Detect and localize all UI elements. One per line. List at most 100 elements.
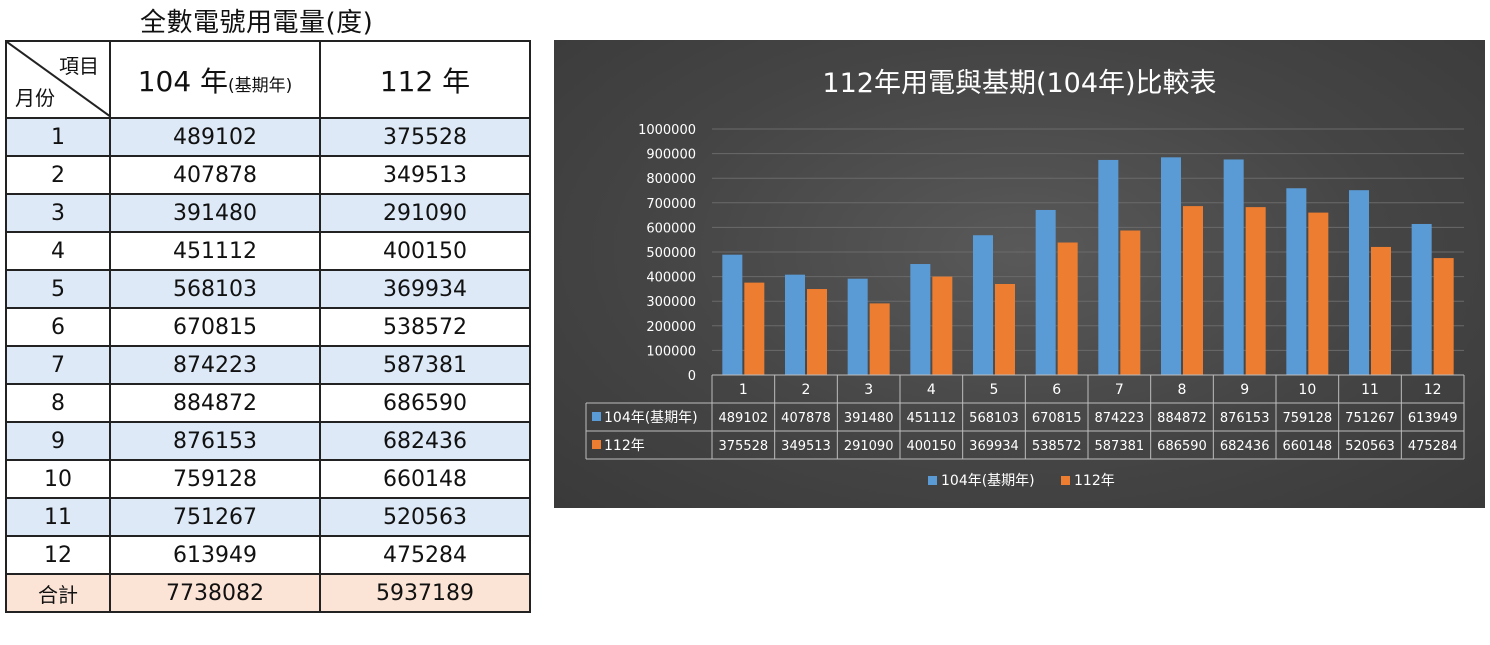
legend-swatch-112: [1061, 476, 1070, 485]
y-tick-label: 800000: [646, 172, 696, 187]
value-112-cell: 400150: [319, 231, 531, 271]
month-cell: 6: [5, 307, 111, 347]
month-cell: 11: [5, 497, 111, 537]
table-row: 9 876153 682436: [5, 421, 531, 461]
table-row: 12 613949 475284: [5, 535, 531, 575]
value-104-cell: 759128: [109, 459, 321, 499]
data-table-value: 349513: [781, 439, 831, 454]
x-category-label: 11: [1361, 382, 1379, 398]
data-table-value: 884872: [1157, 411, 1207, 426]
value-112-cell: 682436: [319, 421, 531, 461]
table-row: 1 489102 375528: [5, 117, 531, 157]
chart-title: 112年用電與基期(104年)比較表: [822, 68, 1216, 99]
table-row: 6 670815 538572: [5, 307, 531, 347]
bar-112: [1371, 246, 1391, 375]
x-category-label: 7: [1115, 382, 1124, 398]
data-table-value: 451112: [907, 411, 957, 426]
data-table-value: 391480: [844, 411, 894, 426]
corner-diagonal-line: [7, 42, 111, 117]
x-category-label: 6: [1052, 382, 1061, 398]
y-tick-label: 300000: [646, 295, 696, 310]
month-cell: 3: [5, 193, 111, 233]
value-104-cell: 613949: [109, 535, 321, 575]
y-tick-label: 400000: [646, 271, 696, 286]
value-112-cell: 475284: [319, 535, 531, 575]
y-tick-label: 700000: [646, 197, 696, 212]
value-112-cell: 291090: [319, 193, 531, 233]
value-112-cell: 369934: [319, 269, 531, 309]
value-112-cell: 349513: [319, 155, 531, 195]
data-table-value: 660148: [1283, 439, 1333, 454]
bar-104: [910, 264, 931, 375]
data-table-value: 538572: [1032, 439, 1082, 454]
data-table-value: 876153: [1220, 411, 1270, 426]
corner-header-cell: 項目 月份: [5, 40, 111, 119]
bar-112: [1057, 242, 1078, 375]
value-112-cell: 375528: [319, 117, 531, 157]
table-title: 全數電號用電量(度): [140, 8, 374, 38]
data-table-series-name: 104年(基期年): [604, 409, 698, 426]
month-cell: 10: [5, 459, 111, 499]
comparison-bar-chart: 112年用電與基期(104年)比較表 0 100000 200000 300000 400…: [585, 68, 1465, 489]
data-table-value: 407878: [781, 411, 831, 426]
corner-month-label: 月份: [15, 86, 55, 110]
table-row: 8 884872 686590: [5, 383, 531, 423]
x-category-label: 3: [864, 382, 873, 398]
y-tick-label: 1000000: [638, 123, 696, 138]
y-tick-label: 900000: [646, 148, 696, 163]
bar-104: [1161, 157, 1181, 375]
bar-112: [1245, 207, 1266, 375]
col-112-header: 112 年: [319, 40, 531, 119]
bar-112: [1183, 206, 1203, 375]
value-104-cell: 568103: [109, 269, 321, 309]
bar-104: [1286, 188, 1307, 375]
data-table-value: 291090: [844, 439, 894, 454]
bar-104: [785, 274, 805, 375]
corner-item-label: 項目: [59, 54, 99, 78]
legend-key-104: [592, 412, 601, 421]
bar-104: [847, 278, 868, 375]
col-104-label: 104 年: [137, 64, 229, 98]
legend-label-112: 112年: [1074, 473, 1115, 489]
bar-104: [1098, 159, 1119, 375]
x-category-label: 8: [1178, 382, 1187, 398]
table-total-row: 合計 7738082 5937189: [5, 573, 531, 613]
chart-panel: 112年用電與基期(104年)比較表 0 100000 200000 300000 400…: [554, 40, 1485, 508]
bar-104: [973, 235, 993, 375]
data-table-value: 613949: [1408, 411, 1458, 426]
data-table-value: 670815: [1032, 411, 1082, 426]
data-table-value: 369934: [969, 439, 1019, 454]
month-cell: 4: [5, 231, 111, 271]
value-112-cell: 538572: [319, 307, 531, 347]
value-104-cell: 391480: [109, 193, 321, 233]
y-tick-label: 100000: [646, 344, 696, 359]
bar-112: [744, 282, 765, 375]
legend-key-112: [592, 440, 601, 449]
data-table-value: 759128: [1283, 411, 1333, 426]
bar-112: [807, 289, 827, 375]
legend-swatch-104: [928, 476, 937, 485]
value-104-cell: 876153: [109, 421, 321, 461]
value-104-cell: 489102: [109, 117, 321, 157]
month-cell: 8: [5, 383, 111, 423]
table-row: 3 391480 291090: [5, 193, 531, 233]
value-104-cell: 874223: [109, 345, 321, 385]
data-table-value: 682436: [1220, 439, 1270, 454]
bar-112: [995, 283, 1015, 375]
bar-112: [932, 276, 953, 375]
data-table-value: 587381: [1095, 439, 1145, 454]
data-table-value: 489102: [719, 411, 769, 426]
value-112-cell: 660148: [319, 459, 531, 499]
table-row: 7 874223 587381: [5, 345, 531, 385]
table-header-row: 項目 月份 104 年(基期年) 112 年: [5, 40, 531, 119]
month-cell: 7: [5, 345, 111, 385]
value-104-cell: 451112: [109, 231, 321, 271]
data-table-value: 686590: [1157, 439, 1207, 454]
data-table-value: 375528: [719, 439, 769, 454]
month-cell: 12: [5, 535, 111, 575]
data-table-value: 874223: [1095, 411, 1145, 426]
value-104-cell: 670815: [109, 307, 321, 347]
data-table-value: 751267: [1345, 411, 1395, 426]
data-table-series-name: 112年: [604, 438, 645, 454]
x-category-label: 5: [990, 382, 999, 398]
